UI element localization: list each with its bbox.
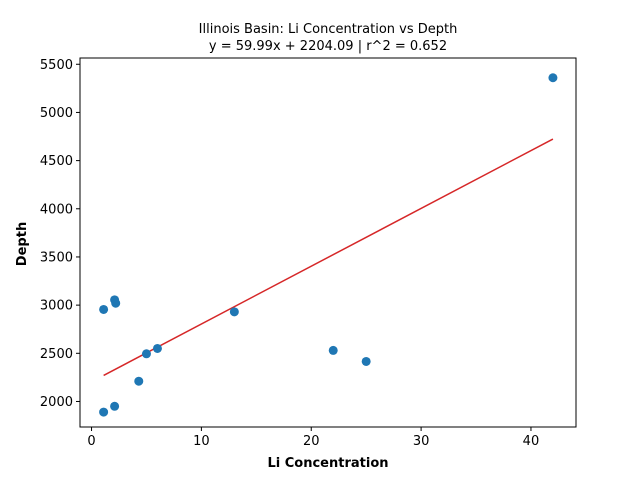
y-tick-label: 4000 — [40, 202, 73, 217]
x-axis-label: Li Concentration — [267, 456, 388, 471]
y-tick-label: 5000 — [40, 106, 73, 121]
data-point — [141, 349, 151, 359]
plot-area: 0 10 20 30 40 2000 2500 3000 3500 4000 4500 5000 550… — [40, 57, 577, 449]
x-tick-label: 10 — [193, 434, 210, 449]
y-tick-label: 3000 — [40, 299, 73, 314]
data-point — [361, 356, 371, 366]
x-tick-label: 0 — [87, 434, 95, 449]
data-point — [152, 343, 162, 353]
y-tick-label: 4500 — [40, 154, 73, 169]
y-tick-label: 2000 — [40, 395, 73, 410]
regression-line — [103, 138, 554, 377]
data-point — [111, 298, 121, 308]
y-tick-label: 2500 — [40, 347, 73, 362]
x-tick-label: 30 — [413, 434, 430, 449]
y-tick-label: 5500 — [40, 58, 73, 73]
data-point — [99, 407, 109, 417]
axes-frame — [79, 57, 577, 428]
data-point — [229, 307, 239, 317]
x-tick-label: 40 — [523, 434, 540, 449]
y-tick-label: 3500 — [40, 250, 73, 265]
chart-title: Illinois Basin: Li Concentration vs Dept… — [199, 22, 458, 37]
data-point — [548, 73, 558, 83]
chart-subtitle: y = 59.99x + 2204.09 | r^2 = 0.652 — [209, 39, 447, 54]
data-point — [328, 345, 338, 355]
y-axis-label: Depth — [15, 222, 30, 266]
x-tick-label: 20 — [303, 434, 320, 449]
data-point — [99, 304, 109, 314]
data-point — [110, 401, 120, 411]
data-point — [134, 376, 144, 386]
